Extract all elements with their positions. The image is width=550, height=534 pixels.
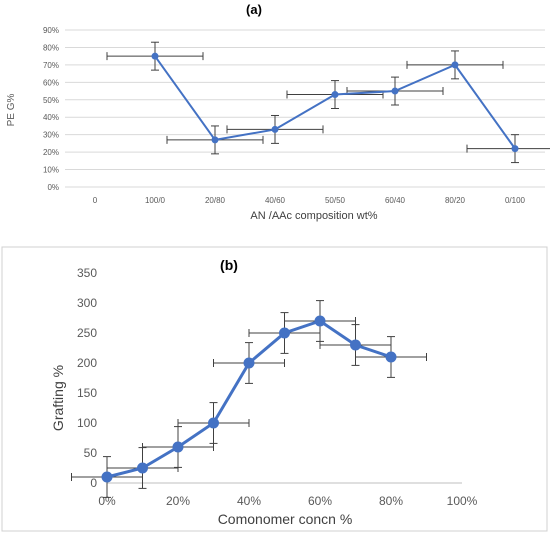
chart-b-data-point [208,417,219,429]
chart-a: (a) PE G% AN /AAc composition wt% 0% 10% 2… [6,2,550,222]
chart-a-x-tick-label: 100/0 [145,196,166,205]
chart-a-y-tick-label: 80% [43,43,59,52]
chart-a-y-tick-labels: 0% 10% 20% 30% 40% 50% 60% 70% 80% 90% [43,26,59,192]
chart-b-x-tick-label: 20% [166,494,190,508]
chart-b-y-tick-label: 100 [77,416,97,430]
chart-a-data-point [511,145,519,153]
chart-b-y-tick-label: 150 [77,386,97,400]
chart-b-x-tick-label: 0% [98,494,116,508]
chart-a-x-tick-labels: 0 100/0 20/80 40/60 50/50 60/40 80/20 0/100 [93,196,526,205]
chart-b-title: (b) [220,257,238,273]
chart-a-y-tick-label: 40% [43,113,59,122]
chart-b-x-tick-labels: 0% 20% 40% 60% 80% 100% [98,494,477,508]
chart-a-x-tick-label: 50/50 [325,196,346,205]
chart-a-x-tick-label: 40/60 [265,196,286,205]
chart-a-y-tick-label: 20% [43,148,59,157]
chart-a-y-tick-label: 10% [43,166,59,175]
chart-a-data-point [271,125,279,133]
chart-b-y-tick-label: 0 [90,476,97,490]
chart-b-y-tick-label: 250 [77,326,97,340]
chart-b-data-point [350,339,361,351]
chart-b-y-tick-labels: 0 50 100 150 200 250 300 350 [77,266,97,490]
chart-a-x-tick-label: 60/40 [385,196,406,205]
chart-a-y-tick-label: 50% [43,96,59,105]
chart-a-x-tick-label: 20/80 [205,196,226,205]
chart-a-data-point [331,91,339,99]
chart-b-x-tick-label: 80% [379,494,403,508]
chart-a-data-point [151,52,159,60]
chart-a-xlabel: AN /AAc composition wt% [250,210,377,222]
chart-b-xlabel: Comonomer concn % [218,511,353,527]
chart-b-y-tick-label: 50 [84,446,98,460]
chart-b-error-bars [71,300,427,498]
chart-b-data-point [385,351,397,363]
chart-a-y-tick-label: 0% [47,183,59,192]
chart-a-x-tick-label: 80/20 [445,196,466,205]
chart-a-x-tick-label: 0/100 [505,196,526,205]
chart-a-y-tick-label: 30% [43,131,59,140]
chart-a-data-point [391,87,399,95]
chart-b-x-tick-label: 60% [308,494,332,508]
chart-a-y-tick-label: 90% [43,26,59,35]
chart-a-ylabel: PE G% [6,94,17,127]
chart-b-data-point [314,315,326,327]
chart-a-gridlines [65,29,545,188]
chart-b-x-tick-label: 40% [237,494,261,508]
chart-b: (b) Grafting % Comonomer concn % 0 50 100 1… [1,246,548,532]
chart-a-x-tick-label: 0 [93,196,98,205]
chart-a-data-point [451,61,459,69]
chart-a-y-tick-label: 70% [43,61,59,70]
chart-a-series [151,52,519,153]
chart-a-y-tick-label: 60% [43,78,59,87]
chart-b-y-tick-label: 350 [77,266,97,280]
chart-b-data-point [279,327,290,339]
chart-b-border [1,246,548,532]
chart-b-data-point [101,471,113,483]
chart-b-data-point [137,462,148,474]
chart-b-y-tick-label: 200 [77,356,97,370]
chart-b-ylabel: Grafting % [50,365,66,431]
chart-a-title: (a) [246,2,262,17]
chart-a-error-bars [106,41,550,164]
chart-b-y-tick-label: 300 [77,296,97,310]
chart-b-data-point [172,441,184,453]
chart-b-x-tick-label: 100% [447,494,478,508]
chart-b-series [101,315,397,483]
chart-a-data-point [211,136,219,144]
chart-b-data-point [243,357,255,369]
